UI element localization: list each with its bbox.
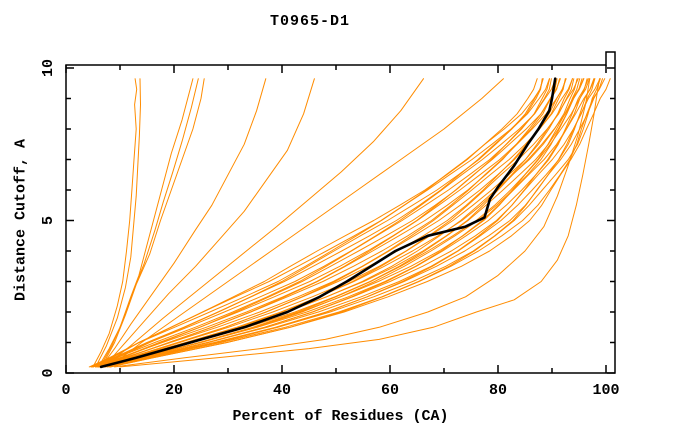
model-curve <box>101 78 573 368</box>
y-tick-label: 10 <box>40 59 57 77</box>
model-curve <box>98 78 567 368</box>
model-curve <box>98 78 578 368</box>
x-tick-label: 80 <box>489 382 507 399</box>
model-curve <box>104 78 591 368</box>
model-left-steep-2 <box>95 78 141 368</box>
model-curve <box>95 78 550 368</box>
model-curve <box>96 78 557 368</box>
model-diag-46 <box>103 78 315 368</box>
model-diag-66 <box>103 78 424 368</box>
y-tick-label: 5 <box>40 216 57 225</box>
highlighted-model-curve <box>99 77 557 369</box>
model-curve <box>95 78 560 368</box>
model-curve <box>102 78 579 368</box>
model-curve <box>92 78 552 368</box>
model-curve <box>110 78 611 368</box>
model-curve <box>100 78 588 368</box>
y-axis-label: Distance Cutoff, A <box>12 138 30 302</box>
model-curve <box>97 78 561 368</box>
model-curve <box>97 78 573 368</box>
model-curve <box>99 78 581 368</box>
model-left-steep-1 <box>92 78 138 368</box>
model-curve <box>103 78 589 368</box>
model-diag-37 <box>100 78 267 368</box>
model-right-outlier-1 <box>119 78 600 368</box>
x-tick-label: 40 <box>273 382 291 399</box>
model-curve <box>90 78 538 368</box>
x-axis-label: Percent of Residues (CA) <box>232 408 449 425</box>
model-curve <box>109 78 606 368</box>
model-curve <box>107 78 596 368</box>
x-tick-label: 20 <box>165 382 183 399</box>
model-diag-81 <box>108 78 504 368</box>
model-curve <box>92 78 558 368</box>
model-cluster-24-2 <box>99 78 199 368</box>
x-tick-label: 0 <box>61 382 70 399</box>
model-curve <box>98 78 575 368</box>
y-tick-label: 0 <box>40 368 57 377</box>
plot-title: T0965-D1 <box>269 13 350 30</box>
x-tick-label: 100 <box>592 382 619 399</box>
model-right-outlier-2 <box>114 78 591 368</box>
model-curve <box>104 78 601 368</box>
model-cluster-24-3 <box>101 78 205 368</box>
x-tick-label: 60 <box>381 382 399 399</box>
